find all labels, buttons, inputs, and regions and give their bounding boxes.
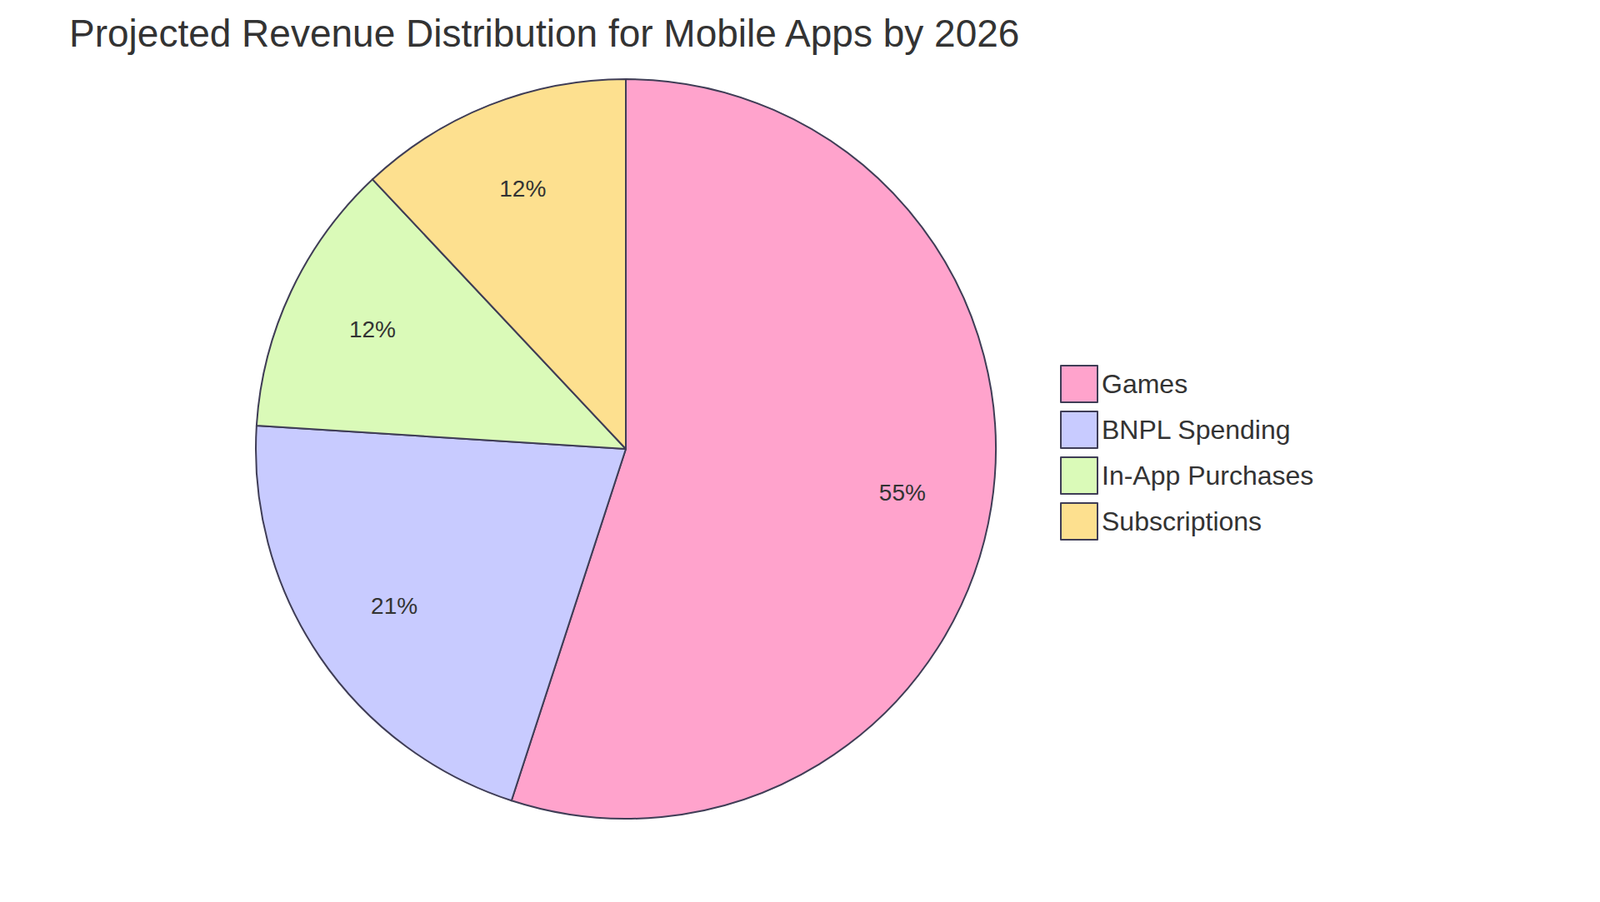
svg-text:55%: 55% bbox=[879, 480, 926, 506]
svg-text:Games: Games bbox=[1101, 369, 1188, 400]
svg-text:BNPL Spending: BNPL Spending bbox=[1101, 415, 1291, 445]
svg-text:12%: 12% bbox=[499, 175, 546, 202]
svg-text:Subscriptions: Subscriptions bbox=[1101, 506, 1262, 537]
svg-text:In-App Purchases: In-App Purchases bbox=[1101, 460, 1314, 491]
svg-text:Projected Revenue Distribution: Projected Revenue Distribution for Mobil… bbox=[69, 11, 1020, 55]
svg-text:12%: 12% bbox=[349, 316, 396, 343]
svg-text:21%: 21% bbox=[370, 593, 418, 620]
